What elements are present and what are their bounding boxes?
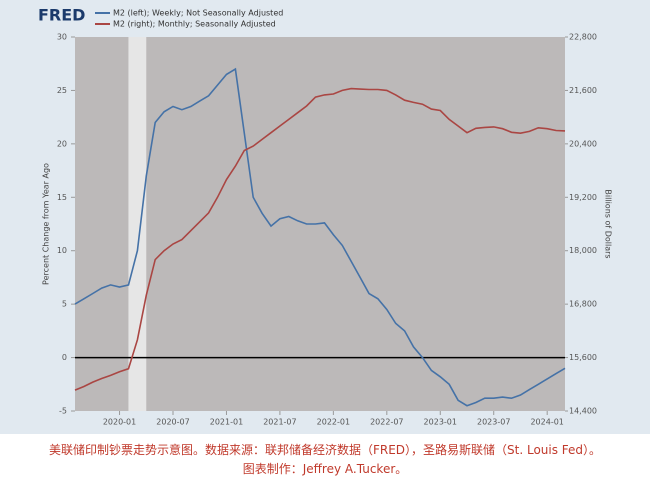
x-tick-label: 2022-01: [317, 418, 350, 427]
x-tick-label: 2022-07: [370, 418, 403, 427]
y-tick-label: 0: [62, 353, 67, 362]
line-series: [74, 67, 566, 407]
y-tick-label: 30: [57, 33, 67, 42]
x-tick-label: 2023-01: [424, 418, 457, 427]
line-series: [74, 87, 566, 391]
y-tick-label: 10: [57, 246, 67, 255]
caption: 美联储印制钞票走势示意图。数据来源：联邦储备经济数据（FRED），圣路易斯联储（…: [48, 443, 602, 457]
x-tick-label: 2021-01: [210, 418, 243, 427]
y2-tick-label: 19,200: [569, 193, 597, 202]
x-tick-label: 2023-07: [477, 418, 510, 427]
chart: FRED Percent Change from Year Ago Billio…: [0, 0, 650, 434]
y-tick-label: 20: [57, 139, 67, 148]
y2-tick-label: 18,000: [569, 246, 597, 255]
y2-tick-label: 16,800: [569, 300, 597, 309]
y2-tick-label: 22,800: [569, 33, 597, 42]
y2-tick-label: 20,400: [569, 139, 597, 148]
x-tick-label: 2020-01: [103, 418, 136, 427]
legend-label: M2 (right); Monthly; Seasonally Adjusted: [113, 20, 276, 29]
caption: 图表制作：Jeffrey A.Tucker。: [242, 462, 408, 476]
y-axis-label: Percent Change from Year Ago: [42, 163, 51, 285]
y2-tick-label: 15,600: [569, 353, 597, 362]
y2-tick-label: 14,400: [569, 407, 597, 416]
legend-label: M2 (left); Weekly; Not Seasonally Adjust…: [113, 9, 283, 18]
shaded-period: [128, 37, 147, 411]
x-tick-label: 2021-07: [263, 418, 296, 427]
logo: FRED: [38, 6, 85, 25]
y-tick-label: -5: [59, 407, 67, 416]
y-tick-label: 25: [57, 86, 67, 95]
x-tick-label: 2020-07: [156, 418, 189, 427]
x-tick-label: 2024-01: [530, 418, 563, 427]
y-tick-label: 15: [57, 193, 67, 202]
y-tick-label: 5: [62, 300, 67, 309]
y2-axis-label: Billions of Dollars: [604, 189, 613, 258]
y2-tick-label: 21,600: [569, 86, 597, 95]
